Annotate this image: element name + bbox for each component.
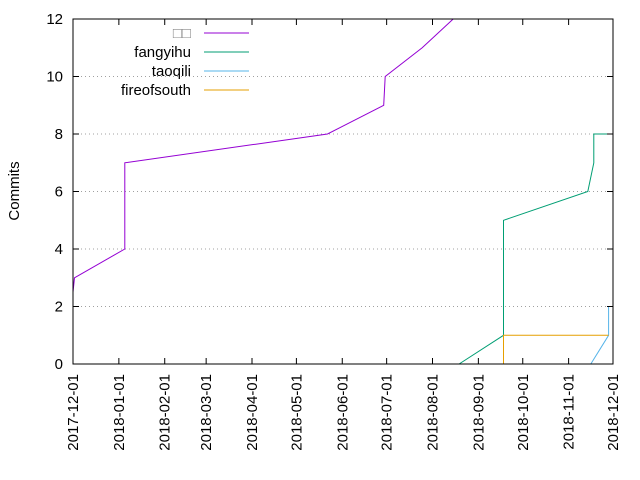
legend-label: taoqili bbox=[152, 63, 191, 80]
x-tick-label: 2018-12-01 bbox=[605, 374, 622, 451]
y-axis-label: Commits bbox=[6, 161, 23, 220]
grid-lines bbox=[73, 76, 613, 307]
x-tick-label: 2018-11-01 bbox=[561, 374, 578, 450]
x-tick-label: 2018-09-01 bbox=[470, 374, 487, 451]
x-tick-label: 2018-02-01 bbox=[157, 374, 174, 451]
x-tick-label: 2017-12-01 bbox=[65, 374, 82, 451]
axes: 0 2 4 6 8 10 12 2017-12-01 2018-01-01 2018-02-01 2… bbox=[46, 11, 622, 451]
series-line-3 bbox=[503, 334, 609, 364]
legend-label: □□ bbox=[173, 25, 191, 42]
legend-label: fireofsouth bbox=[121, 82, 191, 99]
y-tick-label: 4 bbox=[55, 241, 63, 258]
y-tick-label: 10 bbox=[46, 69, 63, 86]
y-tick-label: 12 bbox=[46, 11, 63, 28]
y-tick-label: 0 bbox=[55, 356, 63, 373]
x-tick-label: 2018-05-01 bbox=[288, 374, 305, 451]
y-tick-label: 6 bbox=[55, 184, 63, 201]
legend-label: fangyihu bbox=[134, 44, 191, 61]
x-tick-label: 2018-03-01 bbox=[198, 374, 215, 451]
x-tick-label: 2018-08-01 bbox=[425, 374, 442, 451]
x-tick-label: 2018-10-01 bbox=[515, 374, 532, 451]
x-tick-label: 2018-06-01 bbox=[334, 374, 351, 451]
series-lines bbox=[72, 18, 610, 365]
legend: □□ fangyihu taoqili fireofsouth bbox=[121, 25, 249, 99]
x-tick-label: 2018-07-01 bbox=[379, 374, 396, 451]
y-tick-label: 2 bbox=[55, 299, 63, 316]
x-tick-label: 2018-01-01 bbox=[111, 374, 128, 451]
y-tick-label: 8 bbox=[55, 126, 63, 143]
x-tick-label: 2018-04-01 bbox=[244, 374, 261, 451]
series-line-0 bbox=[72, 18, 454, 336]
